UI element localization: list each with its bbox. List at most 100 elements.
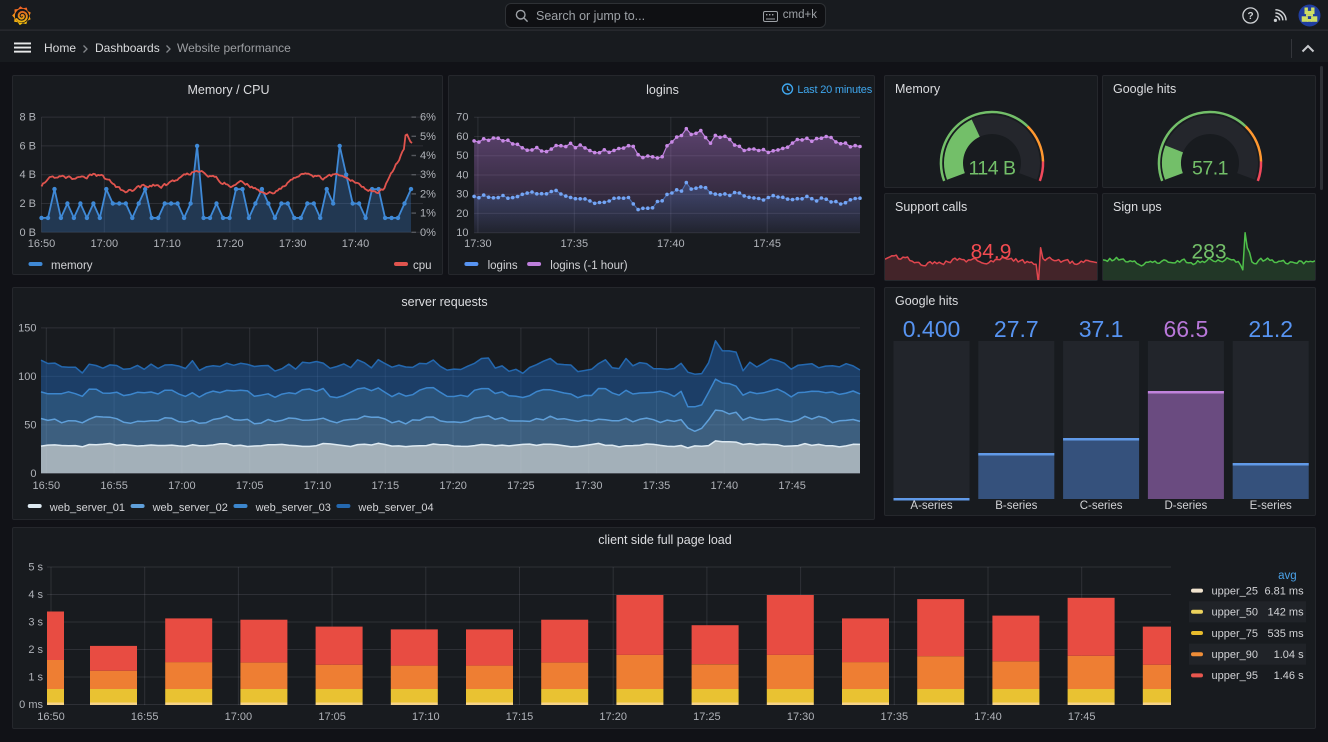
svg-text:16:50: 16:50 (33, 480, 61, 492)
svg-text:283: 283 (1191, 241, 1226, 264)
svg-text:17:10: 17:10 (412, 711, 440, 723)
svg-text:150: 150 (18, 322, 36, 334)
svg-text:web_server_02: web_server_02 (152, 502, 228, 514)
svg-text:0.400: 0.400 (903, 316, 961, 342)
svg-text:30: 30 (456, 189, 468, 201)
svg-text:1.04 s: 1.04 s (1274, 649, 1304, 661)
svg-text:17:35: 17:35 (643, 480, 671, 492)
svg-text:0 ms: 0 ms (19, 699, 43, 711)
svg-text:17:10: 17:10 (153, 238, 181, 250)
svg-text:17:40: 17:40 (342, 238, 370, 250)
svg-text:17:20: 17:20 (439, 480, 467, 492)
svg-text:17:15: 17:15 (506, 711, 534, 723)
svg-text:2 s: 2 s (28, 644, 43, 656)
svg-text:web_server_03: web_server_03 (255, 502, 331, 514)
svg-text:17:15: 17:15 (372, 480, 400, 492)
svg-text:17:25: 17:25 (693, 711, 721, 723)
svg-text:17:40: 17:40 (974, 711, 1002, 723)
svg-text:16:50: 16:50 (37, 711, 65, 723)
svg-text:100: 100 (18, 371, 36, 383)
svg-text:Memory / CPU: Memory / CPU (188, 83, 270, 97)
svg-text:Memory: Memory (895, 82, 941, 96)
svg-text:0%: 0% (420, 227, 436, 239)
svg-text:D-series: D-series (1164, 500, 1207, 512)
svg-text:1.46 s: 1.46 s (1274, 670, 1304, 682)
svg-text:Google hits: Google hits (895, 294, 958, 308)
svg-text:upper_25: upper_25 (1212, 585, 1259, 597)
svg-text:17:30: 17:30 (279, 238, 307, 250)
svg-text:client side full page load: client side full page load (598, 533, 731, 547)
svg-text:cpu: cpu (413, 260, 432, 272)
svg-text:6 B: 6 B (19, 140, 36, 152)
svg-text:memory: memory (51, 260, 93, 272)
svg-text:5%: 5% (420, 131, 436, 143)
svg-text:70: 70 (456, 112, 468, 124)
svg-text:B-series: B-series (995, 500, 1037, 512)
svg-text:40: 40 (456, 170, 468, 182)
svg-text:1%: 1% (420, 208, 436, 220)
svg-text:17:10: 17:10 (304, 480, 332, 492)
svg-text:upper_95: upper_95 (1212, 670, 1259, 682)
svg-text:3 s: 3 s (28, 617, 43, 629)
svg-text:server requests: server requests (401, 295, 487, 309)
svg-text:E-series: E-series (1250, 500, 1292, 512)
svg-text:4%: 4% (420, 150, 436, 162)
svg-text:logins: logins (646, 83, 679, 97)
svg-text:17:45: 17:45 (1068, 711, 1096, 723)
svg-text:17:45: 17:45 (778, 480, 806, 492)
svg-text:17:00: 17:00 (91, 238, 119, 250)
svg-text:17:05: 17:05 (236, 480, 264, 492)
svg-text:142 ms: 142 ms (1268, 607, 1305, 619)
svg-text:16:55: 16:55 (131, 711, 159, 723)
svg-text:4 B: 4 B (19, 169, 36, 181)
svg-text:16:50: 16:50 (28, 238, 56, 250)
svg-text:17:40: 17:40 (657, 238, 685, 250)
svg-text:17:05: 17:05 (318, 711, 346, 723)
svg-text:0: 0 (30, 468, 36, 480)
svg-text:17:20: 17:20 (599, 711, 627, 723)
svg-text:20: 20 (456, 208, 468, 220)
svg-text:17:30: 17:30 (464, 238, 492, 250)
svg-text:2 B: 2 B (19, 198, 36, 210)
svg-text:logins (-1 hour): logins (-1 hour) (550, 260, 628, 272)
svg-text:Sign ups: Sign ups (1113, 200, 1162, 214)
svg-text:50: 50 (456, 150, 468, 162)
svg-text:17:30: 17:30 (575, 480, 603, 492)
svg-text:Last 20 minutes: Last 20 minutes (797, 84, 872, 96)
svg-text:10: 10 (456, 227, 468, 239)
svg-text:535 ms: 535 ms (1268, 628, 1305, 640)
svg-text:50: 50 (24, 419, 36, 431)
svg-text:17:25: 17:25 (507, 480, 535, 492)
svg-text:114 B: 114 B (968, 158, 1015, 180)
svg-text:6%: 6% (420, 112, 436, 124)
svg-text:5 s: 5 s (28, 562, 43, 574)
svg-text:17:00: 17:00 (168, 480, 196, 492)
svg-text:17:20: 17:20 (216, 238, 244, 250)
svg-text:17:40: 17:40 (711, 480, 739, 492)
svg-text:16:55: 16:55 (100, 480, 128, 492)
svg-text:upper_75: upper_75 (1212, 628, 1259, 640)
svg-text:2%: 2% (420, 188, 436, 200)
svg-text:3%: 3% (420, 169, 436, 181)
svg-text:17:00: 17:00 (225, 711, 253, 723)
svg-text:A-series: A-series (910, 500, 952, 512)
svg-text:avg: avg (1278, 570, 1297, 582)
svg-text:66.5: 66.5 (1164, 316, 1209, 342)
svg-text:6.81 ms: 6.81 ms (1264, 585, 1304, 597)
svg-text:web_server_04: web_server_04 (357, 502, 433, 514)
svg-text:17:30: 17:30 (787, 711, 815, 723)
svg-text:37.1: 37.1 (1079, 316, 1124, 342)
svg-text:web_server_01: web_server_01 (49, 502, 125, 514)
svg-text:21.2: 21.2 (1248, 316, 1293, 342)
svg-text:logins: logins (488, 260, 518, 272)
svg-text:4 s: 4 s (28, 589, 43, 601)
svg-text:Google hits: Google hits (1113, 82, 1176, 96)
svg-text:17:35: 17:35 (881, 711, 909, 723)
svg-text:upper_50: upper_50 (1212, 607, 1259, 619)
svg-text:17:35: 17:35 (561, 238, 589, 250)
svg-text:Support calls: Support calls (895, 200, 967, 214)
svg-text:84.9: 84.9 (971, 241, 1012, 264)
svg-text:C-series: C-series (1080, 500, 1123, 512)
svg-text:17:45: 17:45 (753, 238, 781, 250)
svg-text:60: 60 (456, 131, 468, 143)
